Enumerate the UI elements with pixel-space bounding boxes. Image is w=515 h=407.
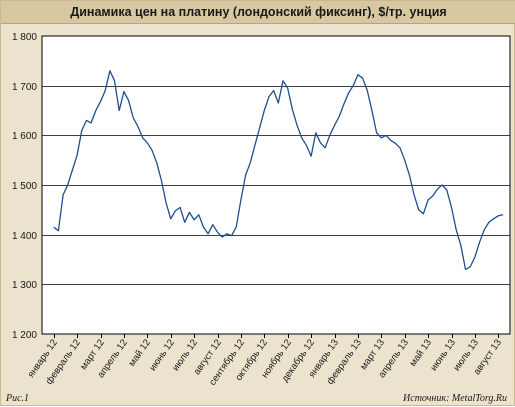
chart-title: Динамика цен на платину (лондонский фикс… bbox=[70, 5, 447, 19]
y-tick-label: 1 700 bbox=[12, 82, 37, 93]
y-tick-label: 1 800 bbox=[12, 32, 37, 43]
series-line-platinum bbox=[53, 70, 504, 271]
y-tick-label: 1 400 bbox=[12, 231, 37, 242]
y-tick-label: 1 300 bbox=[12, 280, 37, 291]
source-note: Источник: MetalTorg.Ru bbox=[403, 393, 507, 404]
title-bar: Динамика цен на платину (лондонский фикс… bbox=[1, 1, 515, 24]
y-tick-label: 1 600 bbox=[12, 131, 37, 142]
y-tick-label: 1 500 bbox=[12, 181, 37, 192]
figure-caption: Рис.1 bbox=[6, 393, 30, 404]
y-tick-label: 1 200 bbox=[12, 330, 37, 341]
plot-area bbox=[41, 35, 511, 335]
